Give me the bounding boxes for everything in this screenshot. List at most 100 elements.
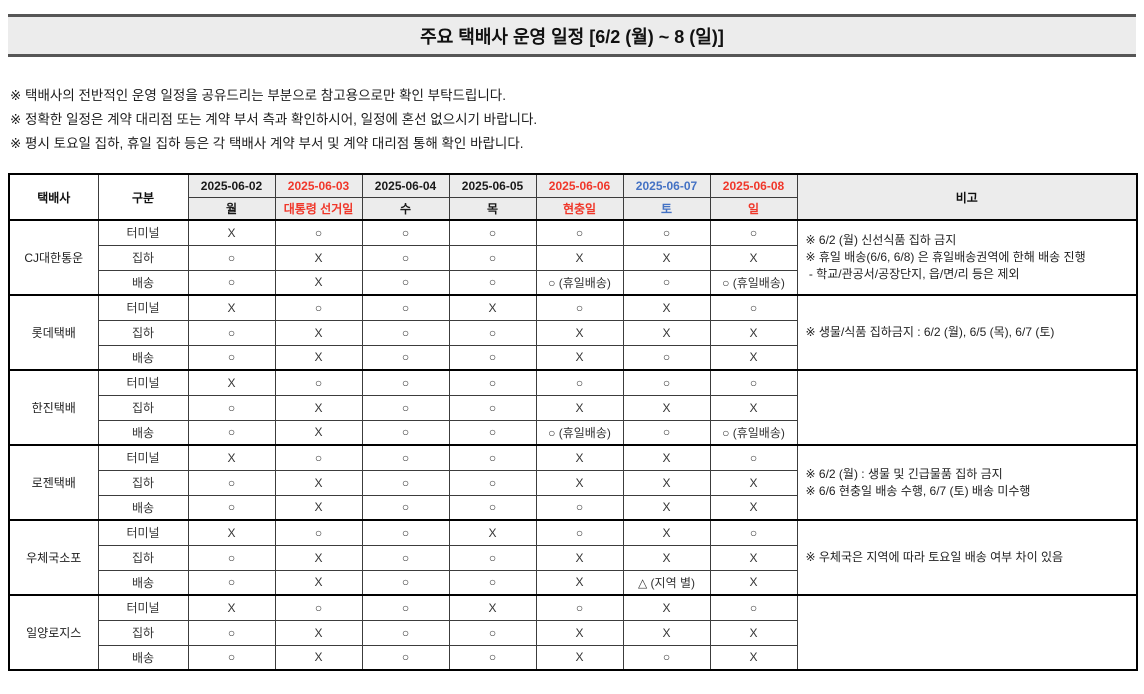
value-cell: ○ — [361, 544, 450, 571]
value-cell: X — [622, 244, 711, 271]
remarks-cell — [796, 594, 1138, 671]
category-cell: 터미널 — [97, 294, 189, 321]
value-cell: ○ — [187, 469, 276, 496]
value-cell: ○ — [187, 494, 276, 521]
value-cell: ○ — [187, 269, 276, 296]
header-day-label: 목 — [448, 196, 537, 221]
company-cell: 일양로지스 — [8, 594, 99, 671]
value-cell: X — [187, 594, 276, 621]
remarks-cell — [796, 369, 1138, 446]
company-cell: CJ대한통운 — [8, 219, 99, 296]
value-cell: ○ — [622, 369, 711, 396]
value-cell: ○ — [448, 319, 537, 346]
value-cell: ○ — [361, 444, 450, 471]
category-cell: 배송 — [97, 419, 189, 446]
category-cell: 터미널 — [97, 219, 189, 246]
carrier-schedule-table: 택배사 구분 2025-06-02 2025-06-03 2025-06-04 2025-… — [8, 173, 1138, 671]
category-cell: 집하 — [97, 619, 189, 646]
table-body: CJ대한통운 터미널 X ○ ○ ○ ○ ○ ○ ※ 6/2 (월) 신선식품 집하 금지 ※ 휴… — [8, 219, 1138, 671]
header-date: 2025-06-08 — [709, 173, 798, 198]
value-cell: ○ — [187, 394, 276, 421]
value-cell: X — [709, 494, 798, 521]
value-cell: ○ — [622, 219, 711, 246]
value-cell: ○ — [448, 419, 537, 446]
value-cell: ○ — [274, 519, 363, 546]
value-cell: ○ — [274, 444, 363, 471]
value-cell: ○ — [448, 494, 537, 521]
company-cell: 한진택배 — [8, 369, 99, 446]
value-cell: ○ — [448, 469, 537, 496]
table-row: 배송 ○ X ○ ○ X ○ X — [9, 344, 1137, 371]
value-cell: X — [622, 469, 711, 496]
table-row: 배송 ○ X ○ ○ ○ X X — [9, 494, 1137, 521]
remarks-cell: ※ 우체국은 지역에 따라 토요일 배송 여부 차이 있음 — [796, 519, 1138, 596]
value-cell: X — [709, 319, 798, 346]
value-cell: X — [274, 344, 363, 371]
value-cell: X — [274, 269, 363, 296]
table-row: 배송 ○ X ○ ○ X △ (지역 별) X — [9, 569, 1137, 596]
value-cell: ○ — [448, 619, 537, 646]
table-row: 배송 ○ X ○ ○ X ○ X — [9, 644, 1137, 671]
header-date: 2025-06-02 — [187, 173, 276, 198]
value-cell: ○ — [535, 594, 624, 621]
value-cell: X — [709, 619, 798, 646]
value-cell: ○ — [709, 519, 798, 546]
value-cell: ○ — [535, 519, 624, 546]
value-cell: X — [535, 569, 624, 596]
table-row: 로젠택배 터미널 X ○ ○ ○ X X ○ ※ 6/2 (월) : 생물 및 긴급물품 집하 금… — [8, 444, 1138, 521]
value-cell: X — [274, 419, 363, 446]
value-cell: △ (지역 별) — [622, 569, 711, 596]
table-row: 집하 ○ X ○ ○ X X X — [9, 244, 1137, 271]
value-cell: ○ — [361, 369, 450, 396]
category-cell: 배송 — [97, 644, 189, 671]
header-date: 2025-06-05 — [448, 173, 537, 198]
header-day-label: 수 — [361, 196, 450, 221]
value-cell: ○ — [622, 269, 711, 296]
value-cell: ○ — [187, 569, 276, 596]
company-cell: 로젠택배 — [8, 444, 99, 521]
value-cell: X — [187, 444, 276, 471]
value-cell: ○ — [361, 319, 450, 346]
table-row: 집하 ○ X ○ ○ X X X — [9, 619, 1137, 646]
value-cell: X — [535, 444, 624, 471]
value-cell: ○ (휴일배송) — [709, 269, 798, 296]
header-day-label: 일 — [709, 196, 798, 221]
value-cell: ○ — [187, 319, 276, 346]
category-cell: 집하 — [97, 544, 189, 571]
value-cell: X — [709, 394, 798, 421]
value-cell: X — [535, 344, 624, 371]
header-day-label: 월 — [187, 196, 276, 221]
value-cell: ○ — [187, 544, 276, 571]
header-row-dates: 택배사 구분 2025-06-02 2025-06-03 2025-06-04 2025-… — [8, 173, 1138, 221]
value-cell: ○ — [274, 294, 363, 321]
value-cell: ○ — [448, 644, 537, 671]
value-cell: ○ — [187, 344, 276, 371]
value-cell: ○ (휴일배송) — [709, 419, 798, 446]
remarks-cell: ※ 6/2 (월) : 생물 및 긴급물품 집하 금지 ※ 6/6 현충일 배송… — [796, 444, 1138, 521]
value-cell: X — [274, 619, 363, 646]
table-row: CJ대한통운 터미널 X ○ ○ ○ ○ ○ ○ ※ 6/2 (월) 신선식품 집하 금지 ※ 휴… — [8, 219, 1138, 296]
value-cell: ○ — [361, 419, 450, 446]
table-row: 일양로지스 터미널 X ○ ○ X ○ X ○ — [8, 594, 1138, 671]
value-cell: ○ — [361, 519, 450, 546]
value-cell: ○ — [448, 544, 537, 571]
value-cell: ○ — [187, 244, 276, 271]
category-cell: 배송 — [97, 344, 189, 371]
value-cell: ○ — [709, 219, 798, 246]
value-cell: X — [622, 444, 711, 471]
notice-line: ※ 택배사의 전반적인 운영 일정을 공유드리는 부분으로 참고용으로만 확인 … — [10, 88, 506, 103]
category-cell: 집하 — [97, 244, 189, 271]
value-cell: ○ — [448, 269, 537, 296]
value-cell: ○ — [709, 444, 798, 471]
category-cell: 배송 — [97, 569, 189, 596]
category-cell: 배송 — [97, 269, 189, 296]
table-row: 집하 ○ X ○ ○ X X X — [9, 394, 1137, 421]
value-cell: ○ — [361, 594, 450, 621]
value-cell: ○ — [187, 419, 276, 446]
value-cell: X — [622, 494, 711, 521]
value-cell: X — [622, 394, 711, 421]
header-date: 2025-06-04 — [361, 173, 450, 198]
value-cell: X — [622, 619, 711, 646]
category-cell: 터미널 — [97, 444, 189, 471]
value-cell: X — [709, 244, 798, 271]
